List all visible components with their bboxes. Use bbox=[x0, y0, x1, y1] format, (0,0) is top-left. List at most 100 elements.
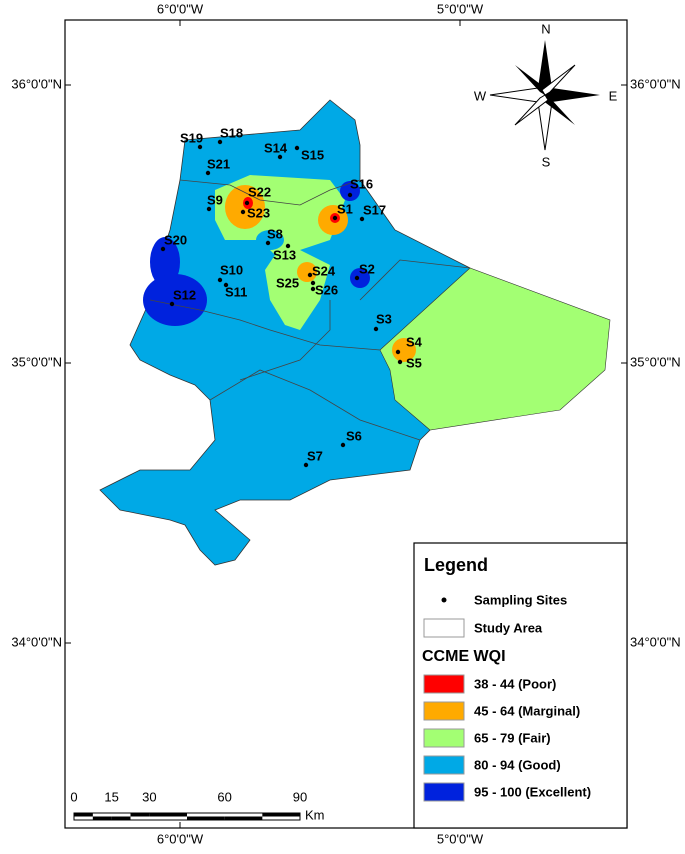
site-label: S26 bbox=[315, 282, 338, 297]
scale-tick-label: 60 bbox=[217, 789, 231, 804]
legend-swatch bbox=[423, 755, 465, 775]
scale-tick-label: 90 bbox=[293, 789, 307, 804]
scale-tick-label: 0 bbox=[70, 789, 77, 804]
site-label: S18 bbox=[220, 125, 243, 140]
site-dot bbox=[359, 216, 365, 222]
graticule-labels: 6°0'0"W 6°0'0"W 5°0'0"W 5°0'0"W 36°0'0"N 36°0… bbox=[11, 1, 680, 846]
right-label: 34°0'0"N bbox=[630, 634, 681, 649]
site-dot bbox=[397, 359, 403, 365]
legend-study-area: Study Area bbox=[474, 620, 543, 635]
site-dot bbox=[240, 209, 246, 215]
legend-class-label: 45 - 64 (Marginal) bbox=[474, 703, 580, 718]
site-label: S12 bbox=[173, 287, 196, 302]
north-arrow: N S W E bbox=[474, 21, 618, 169]
site-label: S14 bbox=[264, 140, 288, 155]
legend-class-label: 38 - 44 (Poor) bbox=[474, 676, 556, 691]
bottom-label: 6°0'0"W bbox=[157, 831, 204, 846]
compass-e: E bbox=[609, 88, 618, 103]
left-label: 36°0'0"N bbox=[11, 76, 62, 91]
scale-unit: Km bbox=[305, 807, 325, 822]
sampling-sites: S1 S2 S3 S4 S5 S6 S7 S8 S9 S10 S11 S12 S13 S14 S15 S16 S… bbox=[160, 125, 423, 468]
site-label: S13 bbox=[273, 247, 296, 262]
right-label: 35°0'0"N bbox=[630, 354, 681, 369]
scale-segment bbox=[224, 816, 263, 820]
scale-segment bbox=[149, 813, 187, 817]
site-dot bbox=[310, 286, 316, 292]
top-label: 5°0'0"W bbox=[437, 1, 484, 16]
scale-segment bbox=[187, 816, 225, 820]
site-dot bbox=[244, 200, 250, 206]
site-dot bbox=[373, 326, 379, 332]
site-label: S9 bbox=[207, 192, 223, 207]
legend-class-label: 80 - 94 (Good) bbox=[474, 757, 561, 772]
legend-class-label: 65 - 79 (Fair) bbox=[474, 730, 551, 745]
site-dot bbox=[217, 277, 223, 283]
site-label: S1 bbox=[337, 201, 353, 216]
compass-w: W bbox=[474, 88, 487, 103]
scale-segment bbox=[262, 813, 300, 817]
site-dot bbox=[205, 170, 211, 176]
site-label: S20 bbox=[164, 232, 187, 247]
site-label: S11 bbox=[225, 284, 247, 299]
legend-swatch bbox=[423, 728, 465, 748]
left-label: 35°0'0"N bbox=[11, 354, 62, 369]
scale-segment bbox=[130, 813, 150, 817]
site-label: S17 bbox=[363, 202, 386, 217]
site-dot bbox=[169, 301, 175, 307]
site-label: S16 bbox=[350, 176, 373, 191]
site-label: S24 bbox=[312, 263, 336, 278]
scale-tick-label: 15 bbox=[104, 789, 118, 804]
site-dot bbox=[206, 206, 212, 212]
site-dot bbox=[217, 139, 223, 145]
site-label: S3 bbox=[376, 311, 392, 326]
site-dot bbox=[303, 462, 309, 468]
scale-segment bbox=[92, 816, 112, 820]
site-label: S21 bbox=[207, 156, 230, 171]
site-dot bbox=[395, 349, 401, 355]
legend-sites: Sampling Sites bbox=[474, 592, 567, 607]
site-dot bbox=[223, 282, 229, 288]
site-label: S5 bbox=[406, 355, 422, 370]
site-label: S22 bbox=[248, 184, 271, 199]
right-label: 36°0'0"N bbox=[630, 76, 681, 91]
site-label: S10 bbox=[220, 262, 243, 277]
legend-wqi-title: CCME WQI bbox=[422, 648, 506, 665]
legend-title: Legend bbox=[424, 555, 488, 575]
site-label: S4 bbox=[406, 334, 423, 349]
legend-swatch bbox=[423, 701, 465, 721]
scale-bar: 0 15 30 60 90 Km bbox=[70, 789, 324, 822]
legend-swatch bbox=[423, 674, 465, 694]
site-dot bbox=[197, 144, 203, 150]
site-dot bbox=[285, 243, 291, 249]
site-dot bbox=[294, 145, 300, 151]
legend-class-label: 95 - 100 (Excellent) bbox=[474, 784, 591, 799]
bottom-label: 5°0'0"W bbox=[437, 831, 484, 846]
legend-swatch bbox=[423, 782, 465, 802]
site-label: S7 bbox=[307, 448, 323, 463]
site-label: S15 bbox=[301, 147, 324, 162]
site-label: S19 bbox=[180, 130, 203, 145]
site-dot bbox=[354, 275, 360, 281]
site-label: S2 bbox=[359, 261, 375, 276]
site-dot bbox=[160, 246, 166, 252]
site-dot bbox=[340, 442, 346, 448]
compass-n: N bbox=[541, 21, 550, 36]
left-label: 34°0'0"N bbox=[11, 634, 62, 649]
site-label: S25 bbox=[276, 275, 299, 290]
site-dot bbox=[265, 240, 271, 246]
site-label: S6 bbox=[346, 428, 362, 443]
scale-tick-label: 30 bbox=[142, 789, 156, 804]
site-dot bbox=[310, 280, 316, 286]
scale-segment bbox=[74, 813, 93, 817]
site-label: S8 bbox=[267, 226, 283, 241]
compass-s: S bbox=[542, 154, 551, 169]
site-dot bbox=[307, 272, 313, 278]
legend: Legend Sampling Sites Study Area CCME WQ… bbox=[413, 542, 628, 829]
site-dot bbox=[277, 154, 283, 160]
scale-segment bbox=[111, 816, 131, 820]
site-dot bbox=[347, 192, 353, 198]
top-label: 6°0'0"W bbox=[157, 1, 204, 16]
site-label: S23 bbox=[247, 205, 270, 220]
study-area bbox=[99, 99, 611, 566]
